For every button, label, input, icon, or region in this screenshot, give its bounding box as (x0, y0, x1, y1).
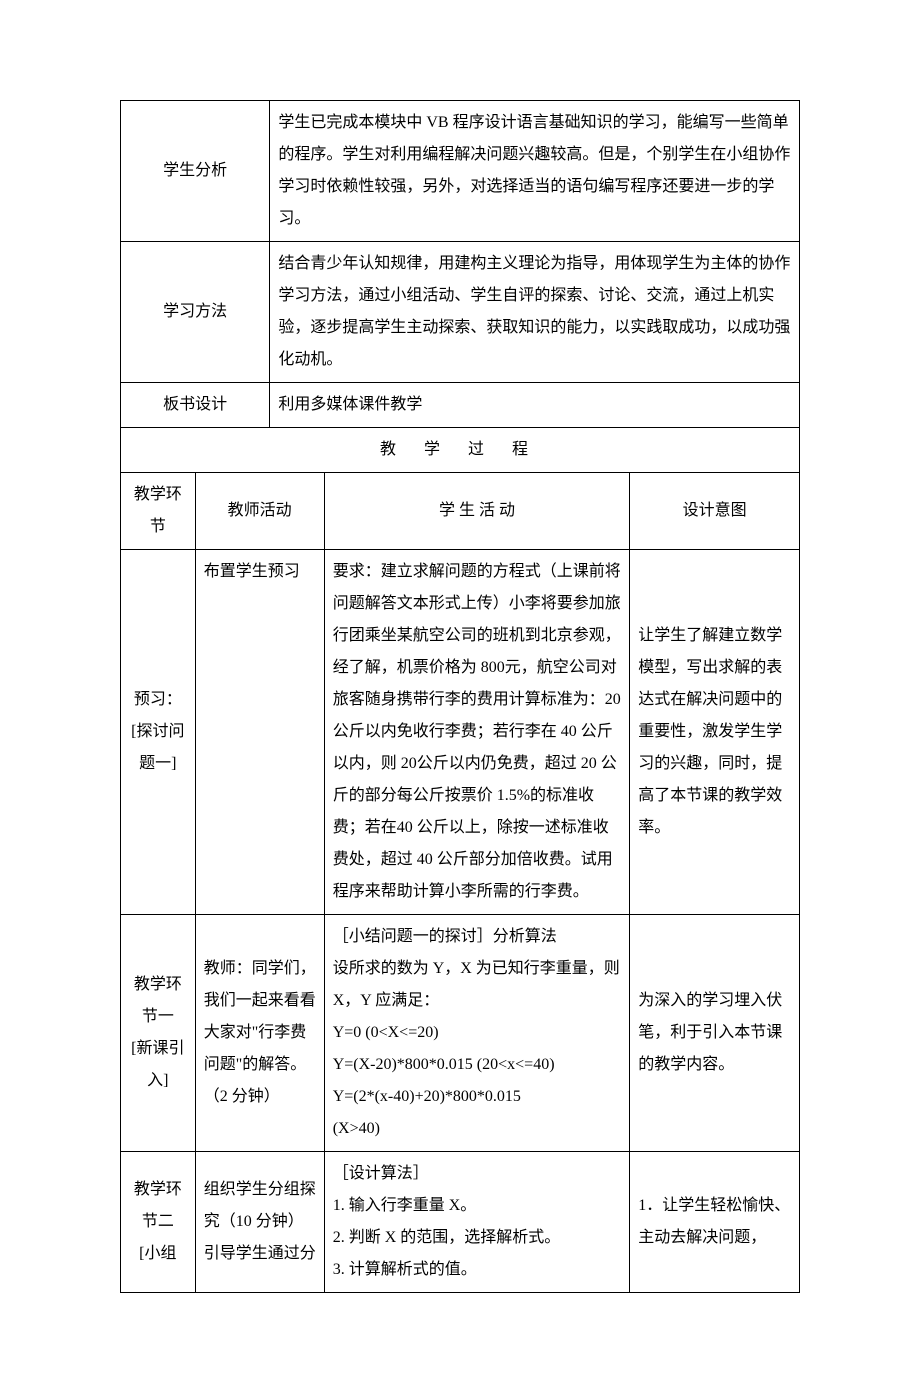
content-student-analysis: 学生已完成本模块中 VB 程序设计语言基础知识的学习，能编写一些简单的程序。学生… (270, 101, 800, 242)
lesson-plan-table: 学生分析 学生已完成本模块中 VB 程序设计语言基础知识的学习，能编写一些简单的… (120, 100, 800, 1293)
cell-student: ［设计算法］ 1. 输入行李重量 X。 2. 判断 X 的范围，选择解析式。 3… (324, 1152, 630, 1293)
document-page: 学生分析 学生已完成本模块中 VB 程序设计语言基础知识的学习，能编写一些简单的… (0, 0, 920, 1373)
row-section-title: 教 学 过 程 (121, 428, 800, 473)
row-column-headers: 教学环节 教师活动 学 生 活 动 设计意图 (121, 473, 800, 550)
header-teacher: 教师活动 (195, 473, 324, 550)
section-title: 教 学 过 程 (121, 428, 800, 473)
cell-teacher: 组织学生分组探究（10 分钟） 引导学生通过分 (195, 1152, 324, 1293)
cell-intent: 为深入的学习埋入伏笔，利于引入本节课的教学内容。 (630, 915, 800, 1152)
cell-stage: 教学环节二 [小组 (121, 1152, 196, 1293)
cell-teacher: 教师：同学们，我们一起来看看大家对"行李费问题"的解答。（2 分钟） (195, 915, 324, 1152)
table-row: 预习： [探讨问题一] 布置学生预习 要求：建立求解问题的方程式（上课前将问题解… (121, 550, 800, 915)
cell-stage: 教学环节一 [新课引入] (121, 915, 196, 1152)
table-row: 教学环节一 [新课引入] 教师：同学们，我们一起来看看大家对"行李费问题"的解答… (121, 915, 800, 1152)
label-board-design: 板书设计 (121, 383, 270, 428)
header-stage: 教学环节 (121, 473, 196, 550)
label-learning-method: 学习方法 (121, 242, 270, 383)
cell-student: ［小结问题一的探讨］分析算法 设所求的数为 Y，X 为已知行李重量，则 X，Y … (324, 915, 630, 1152)
cell-student: 要求：建立求解问题的方程式（上课前将问题解答文本形式上传）小李将要参加旅行团乘坐… (324, 550, 630, 915)
header-intent: 设计意图 (630, 473, 800, 550)
table-row: 教学环节二 [小组 组织学生分组探究（10 分钟） 引导学生通过分 ［设计算法］… (121, 1152, 800, 1293)
content-learning-method: 结合青少年认知规律，用建构主义理论为指导，用体现学生为主体的协作学习方法，通过小… (270, 242, 800, 383)
cell-intent: 让学生了解建立数学模型，写出求解的表达式在解决问题中的重要性，激发学生学习的兴趣… (630, 550, 800, 915)
row-learning-method: 学习方法 结合青少年认知规律，用建构主义理论为指导，用体现学生为主体的协作学习方… (121, 242, 800, 383)
row-student-analysis: 学生分析 学生已完成本模块中 VB 程序设计语言基础知识的学习，能编写一些简单的… (121, 101, 800, 242)
cell-stage: 预习： [探讨问题一] (121, 550, 196, 915)
header-student: 学 生 活 动 (324, 473, 630, 550)
cell-teacher: 布置学生预习 (195, 550, 324, 915)
row-board-design: 板书设计 利用多媒体课件教学 (121, 383, 800, 428)
cell-intent: 1．让学生轻松愉快、主动去解决问题， (630, 1152, 800, 1293)
label-student-analysis: 学生分析 (121, 101, 270, 242)
content-board-design: 利用多媒体课件教学 (270, 383, 800, 428)
